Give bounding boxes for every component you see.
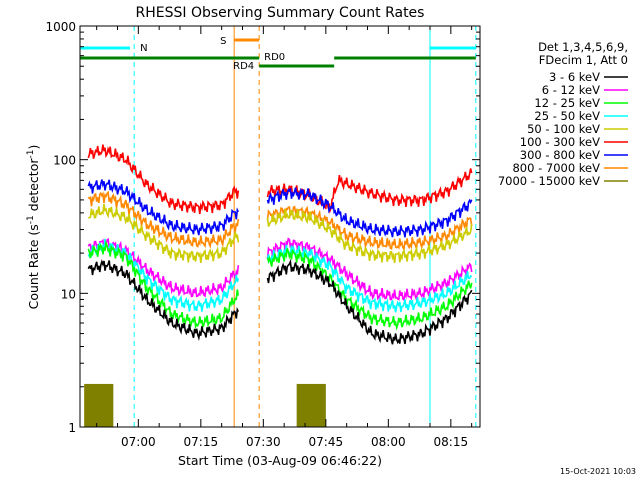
series-line-2 [87,240,473,331]
y-tick-label: 1 [68,421,76,435]
legend-label-5: 100 - 300 keV [520,135,600,149]
y-axis-label: Count Rate (s-1 detector-1) [26,145,41,310]
saa-flag-label: S [220,36,226,47]
rd4-flag-label: RD4 [233,61,254,72]
x-axis-label: Start Time (03-Aug-09 06:46:22) [178,453,382,468]
legend-title-line-1: Det 1,3,4,5,6,9, [538,40,628,54]
legend-label-8: 7000 - 15000 keV [498,174,600,188]
x-tick-label: 07:30 [246,435,281,449]
x-tick-label: 07:15 [184,435,219,449]
series-line-4 [88,203,473,264]
date-stamp: 15-Oct-2021 10:03 [560,467,636,476]
legend-label-1: 6 - 12 keV [542,83,600,97]
plot-frame [79,25,481,428]
series-line-7 [87,190,473,252]
y-axis: 1 10 100 1000 [45,20,480,435]
legend: Det 1,3,4,5,6,9, FDecim 1, Att 0 3 - 6 k… [498,40,628,188]
y-tick-label: 10 [61,287,76,301]
x-tick-label: 08:00 [371,435,406,449]
legend-label-2: 12 - 25 keV [534,96,600,110]
rd0-flag-label: RD0 [264,52,285,63]
legend-label-4: 50 - 100 keV [527,122,600,136]
olive-block-0 [84,383,114,427]
legend-title-line-2: FDecim 1, Att 0 [539,53,628,67]
series-line-1 [87,237,473,303]
legend-label-0: 3 - 6 keV [549,70,600,84]
y-tick-label: 100 [53,154,76,168]
x-tick-label: 08:15 [434,435,469,449]
legend-label-3: 25 - 50 keV [534,109,600,123]
y-tick-label: 1000 [45,20,76,34]
series-line-0 [87,258,473,345]
legend-label-7: 800 - 7000 keV [512,161,600,175]
series-line-6 [87,179,473,238]
legend-label-6: 300 - 800 keV [520,148,600,162]
x-tick-label: 07:00 [121,435,156,449]
x-tick-label: 07:45 [309,435,344,449]
x-axis: 07:00 07:15 07:30 07:45 08:00 08:15 [96,26,473,449]
chart-title: RHESSI Observing Summary Count Rates [136,5,425,21]
olive-block-1 [296,383,326,427]
plot-area: N S RD0 RD4 [79,26,477,427]
night-flag-label: N [140,43,147,54]
